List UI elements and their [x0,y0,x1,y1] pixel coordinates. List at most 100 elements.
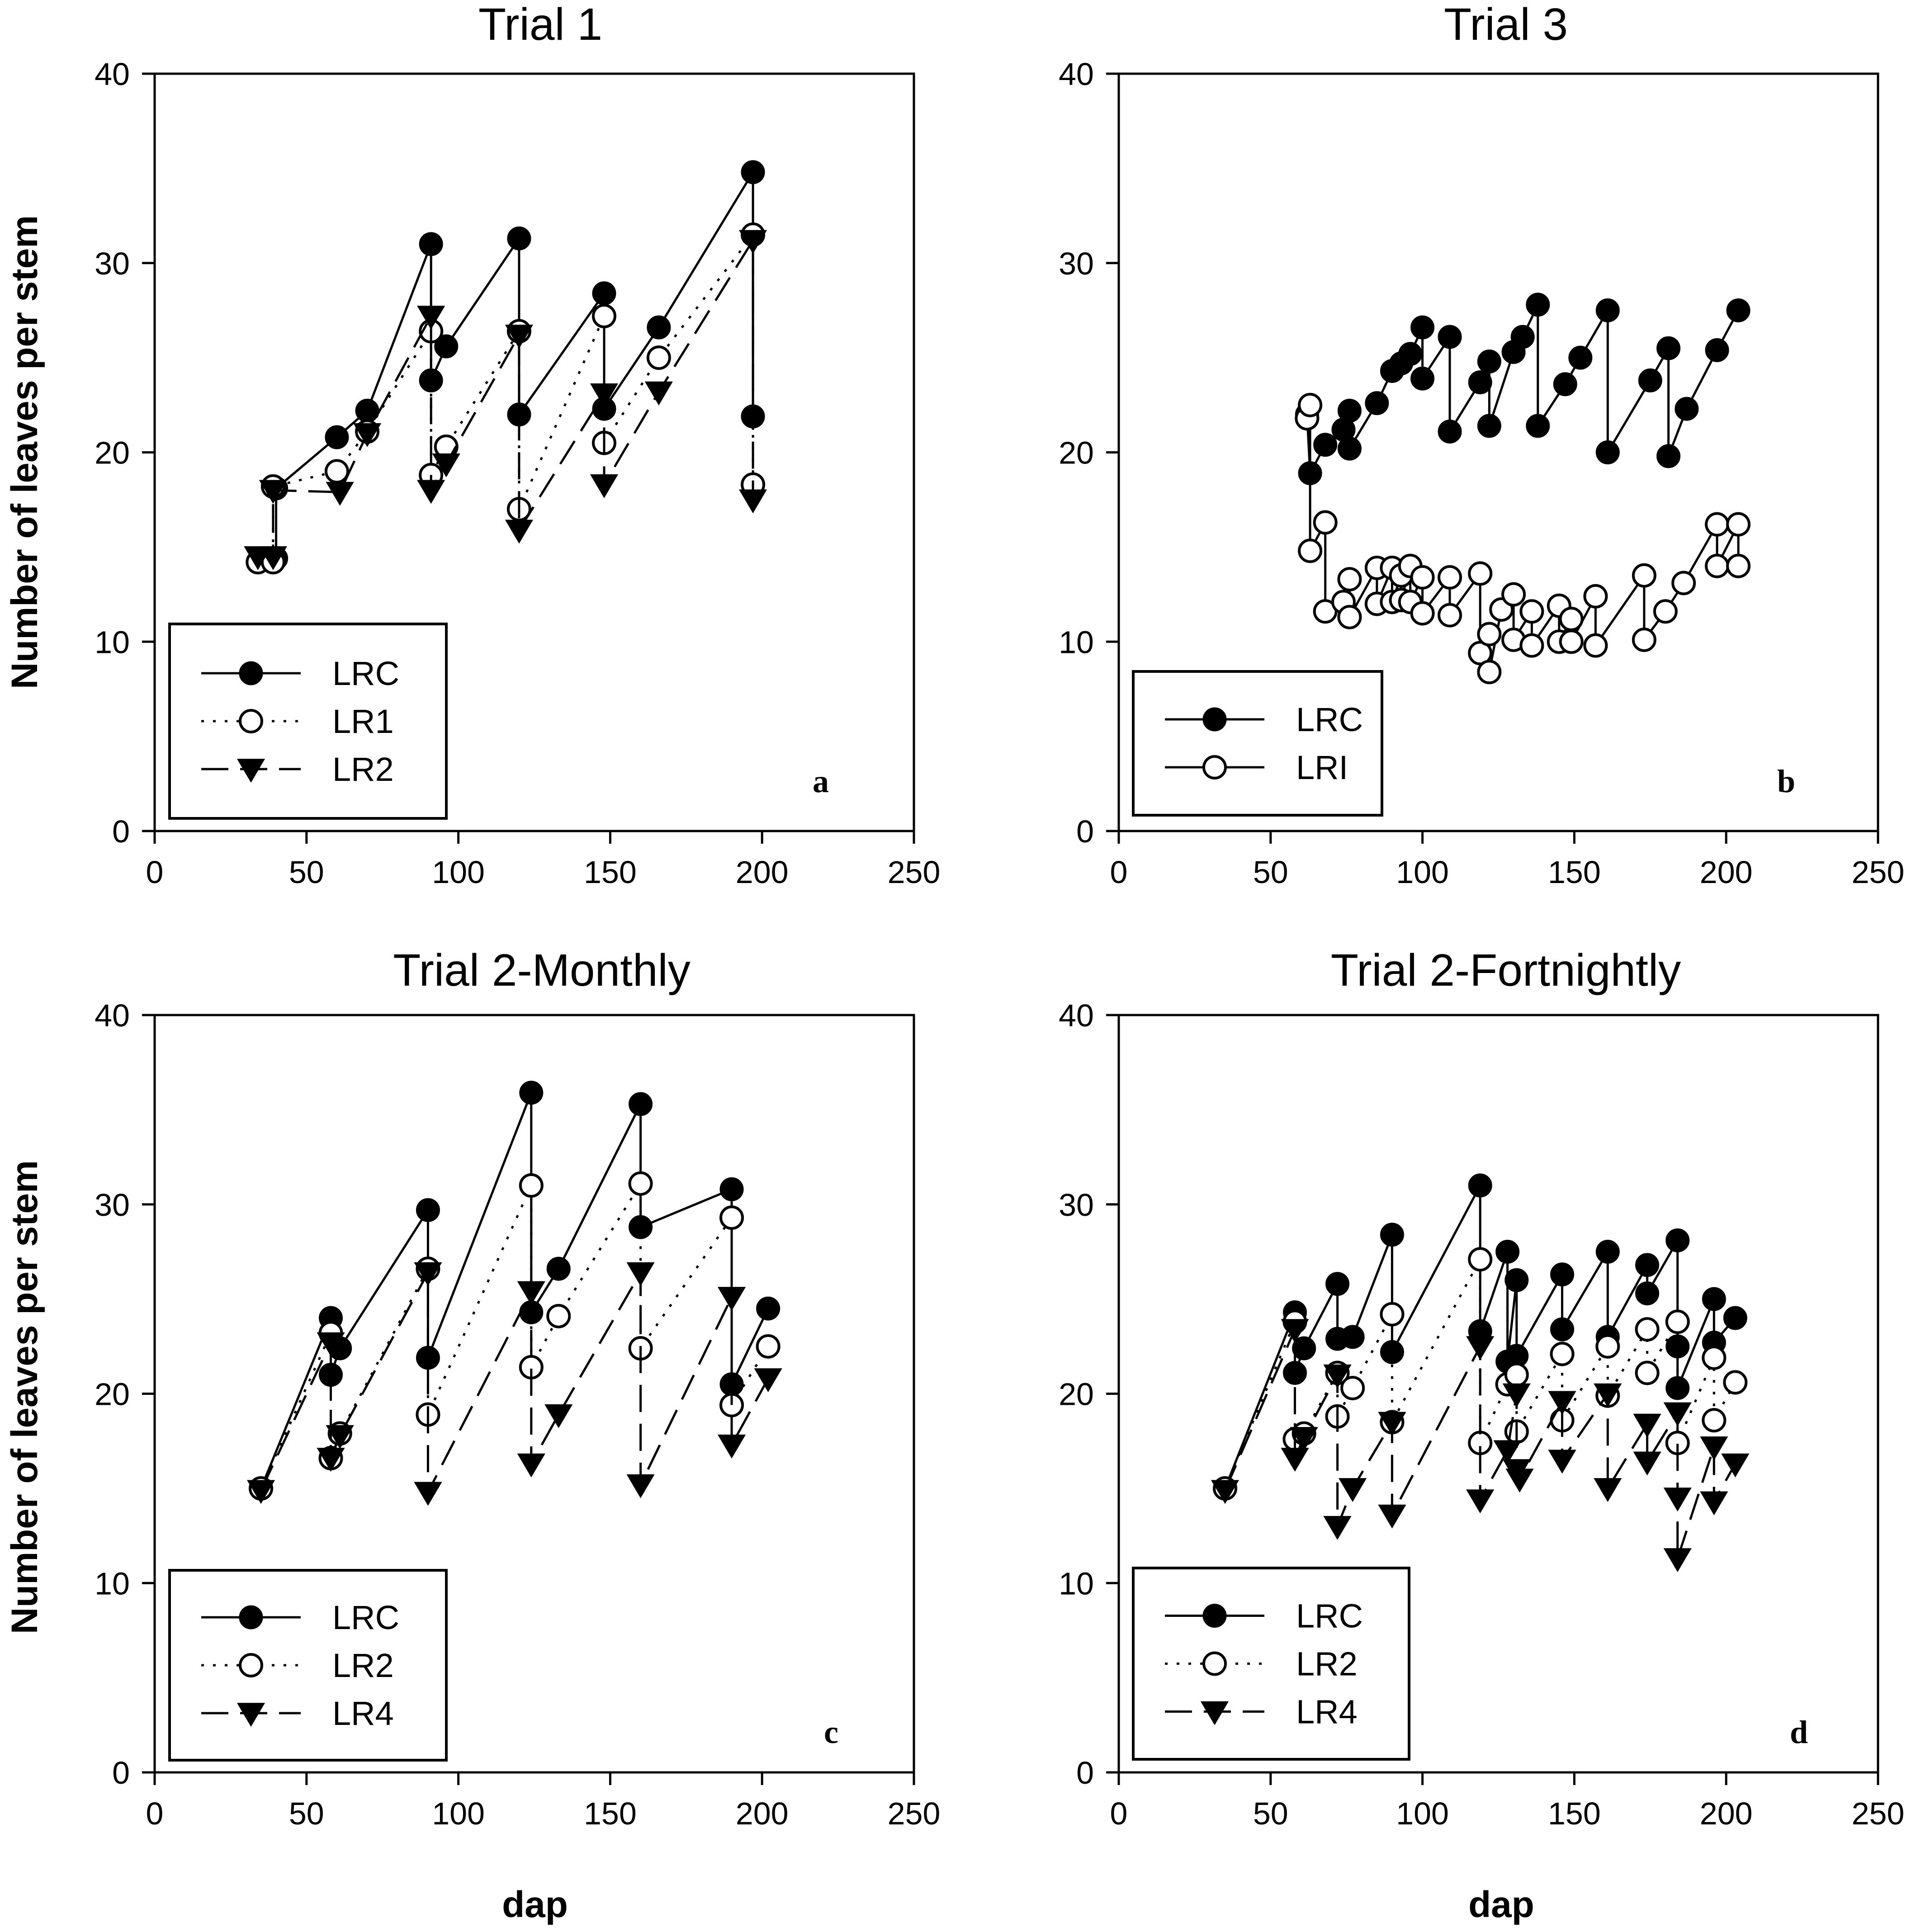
legend-label: LR1 [332,703,394,740]
x-tick-label: 200 [1700,855,1753,890]
data-point [517,1281,545,1305]
data-point [1656,444,1681,468]
data-point [1410,601,1435,626]
x-tick-label: 100 [1396,1796,1449,1831]
legend-box [1132,1567,1410,1761]
data-point [1635,1360,1660,1385]
data-point [1477,414,1501,438]
data-point [1702,1345,1727,1370]
data-point [417,306,445,330]
data-point [590,383,619,407]
series-lr1 [246,222,766,575]
x-tick-label: 0 [1110,1796,1128,1831]
data-point [546,1257,571,1281]
data-point [1438,419,1462,444]
series-lri [1295,392,1751,685]
data-point [717,1287,746,1311]
x-tick-label: 50 [1253,855,1288,890]
data-point [1656,336,1681,360]
data-point [1635,1253,1660,1277]
data-point [1380,1302,1405,1327]
data-point [1380,1223,1404,1247]
x-tick-label: 150 [1548,1796,1601,1831]
data-point [719,1177,744,1201]
data-point [1595,298,1620,322]
data-point [647,315,671,340]
y-tick-label: 20 [95,435,130,471]
legend-marker [239,1605,263,1630]
data-point [317,1448,345,1472]
data-point [1365,391,1389,416]
x-tick-label: 250 [888,855,941,890]
data-point [416,1198,440,1222]
data-point [1468,561,1493,586]
y-tick-label: 10 [1059,1566,1094,1601]
data-point [1550,1342,1575,1366]
data-point [644,381,673,406]
data-point [626,1262,655,1286]
data-point [1663,1488,1692,1512]
data-point [317,1332,345,1356]
legend-marker [1202,1651,1227,1676]
data-point [1378,1412,1406,1436]
data-point [646,345,671,370]
x-tick-label: 150 [584,1796,637,1831]
x-tick-label: 0 [146,855,164,890]
data-point [1505,1469,1534,1493]
y-tick-label: 0 [1076,1755,1094,1790]
y-axis-label-bottom: Number of leaves per stem [4,1160,45,1634]
data-point [1671,571,1696,595]
legend-label: LR4 [1296,1693,1358,1731]
data-point [1504,1362,1529,1387]
legend-marker [1200,1701,1229,1725]
data-point [1526,414,1550,438]
data-point [246,1480,275,1504]
legend-marker [239,661,263,685]
legend-label: LR2 [1296,1645,1358,1683]
data-point [1663,1548,1692,1572]
data-point [1290,1427,1318,1451]
data-point [1638,368,1662,392]
data-point [1468,1173,1492,1198]
data-point [1550,1262,1575,1287]
y-tick-label: 20 [1059,1377,1094,1412]
data-point [1702,1408,1727,1433]
data-point [1468,1247,1493,1272]
legend-box [168,623,448,820]
data-point [1723,1306,1747,1330]
data-point [505,520,534,544]
data-point [754,1368,782,1393]
y-tick-label: 30 [1059,1187,1094,1223]
legend-label: LR4 [332,1695,394,1732]
data-point [419,232,443,256]
data-point [1477,622,1502,647]
data-point [432,453,460,477]
y-tick-label: 20 [95,1377,130,1412]
data-point [756,1296,781,1321]
data-point [719,1205,744,1230]
data-point [417,480,445,504]
data-point [1700,1436,1728,1460]
x-tick-label: 50 [1253,1796,1288,1831]
data-point [1635,1317,1660,1342]
data-point [1438,565,1462,590]
data-point [1211,1480,1239,1504]
data-point [1380,1340,1404,1364]
x-tick-label: 0 [146,1796,164,1831]
x-tick-label: 100 [432,855,485,890]
series-line [258,239,754,558]
x-tick-label: 200 [736,855,789,890]
y-tick-label: 40 [95,998,130,1033]
series-lr2 [244,230,767,570]
x-tick-label: 200 [1700,1796,1753,1831]
data-point [1466,1336,1495,1360]
data-point [1632,628,1656,652]
data-point [1340,1375,1365,1400]
data-point [1705,512,1730,537]
data-point [1292,1336,1316,1360]
data-point [1723,1370,1748,1395]
data-point [1313,433,1338,457]
data-point [1726,298,1750,322]
data-point [1495,1239,1520,1264]
data-point [1337,398,1362,423]
